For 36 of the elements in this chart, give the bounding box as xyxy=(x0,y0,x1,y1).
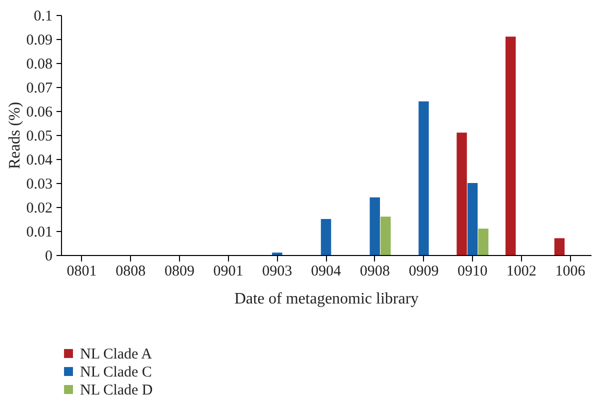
y-tick-label: 0.01 xyxy=(26,224,52,240)
bar xyxy=(467,183,478,255)
y-tick-label: 0.06 xyxy=(26,104,53,120)
y-tick-label: 0.05 xyxy=(26,128,52,144)
legend-label: NL Clade D xyxy=(80,382,153,398)
bar xyxy=(478,228,488,255)
x-tick-label: 0910 xyxy=(458,264,488,280)
bar xyxy=(418,101,429,255)
legend-label: NL Clade C xyxy=(80,364,152,380)
x-tick-label: 0801 xyxy=(66,264,97,280)
y-tick-label: 0.04 xyxy=(26,152,53,168)
bar xyxy=(380,216,391,255)
bar xyxy=(456,132,467,255)
x-tick-label: 0908 xyxy=(360,264,390,280)
x-tick-label: 1006 xyxy=(555,264,586,280)
bar xyxy=(320,219,332,255)
x-tick-label: 0903 xyxy=(262,264,292,280)
x-axis-title: Date of metagenomic library xyxy=(234,290,419,308)
y-axis-title: Reads (%) xyxy=(6,102,24,170)
bar xyxy=(370,197,380,255)
y-tick-label: 0.08 xyxy=(26,56,52,72)
y-tick-label: 0.02 xyxy=(26,200,52,216)
x-tick-label: 0909 xyxy=(408,264,439,280)
bar xyxy=(506,36,516,255)
legend-label: NL Clade A xyxy=(80,346,152,362)
y-tick-label: 0.1 xyxy=(34,8,52,24)
y-tick-label: 0 xyxy=(45,248,52,264)
x-tick-label: 0808 xyxy=(116,264,146,280)
x-tick-label: 0901 xyxy=(213,264,244,280)
x-tick-label: 0904 xyxy=(311,264,342,280)
y-tick-label: 0.07 xyxy=(26,80,53,96)
x-tick-label: 0809 xyxy=(164,264,194,280)
x-tick-label: 1002 xyxy=(506,264,536,280)
y-tick-label: 0.03 xyxy=(26,176,52,192)
y-tick-label: 0.09 xyxy=(26,32,52,48)
bar xyxy=(554,238,565,255)
